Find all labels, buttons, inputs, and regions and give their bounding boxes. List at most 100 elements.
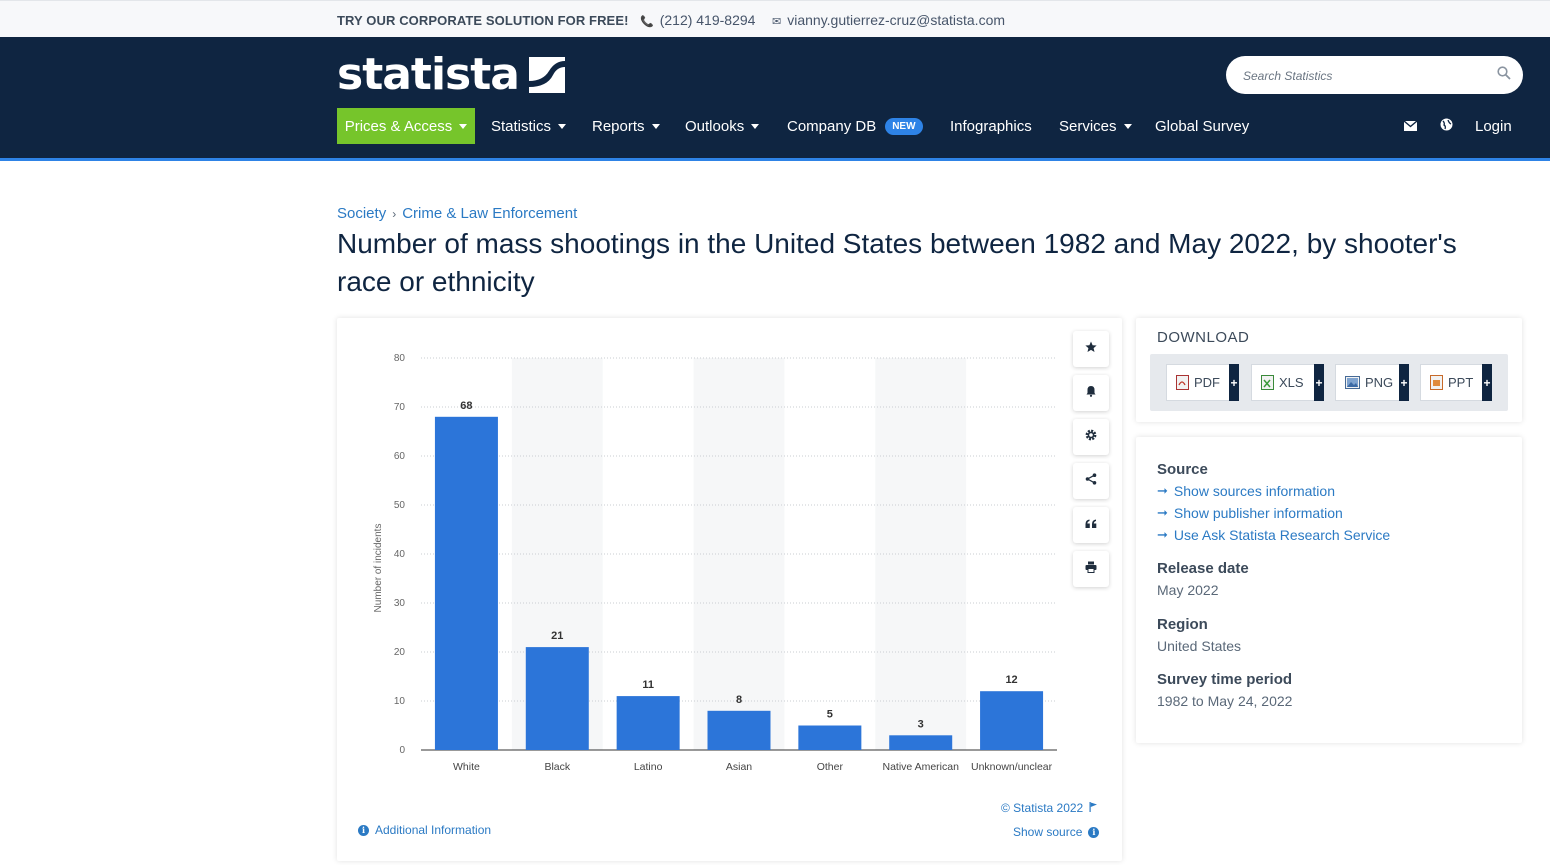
bar — [980, 691, 1044, 750]
source-info-card — [1136, 437, 1522, 743]
breadcrumb-crime[interactable]: Crime & Law Enforcement — [402, 205, 578, 222]
nav-reports[interactable]: Reports — [592, 108, 660, 144]
nav-infographics[interactable]: Infographics — [950, 108, 1032, 144]
pdf-file-icon — [1176, 375, 1189, 390]
show-sources-label: Show sources information — [1173, 483, 1335, 499]
star-icon — [1085, 340, 1097, 358]
prices-access-label: Prices & Access — [344, 117, 453, 135]
x-axis-ticks: White Black Latino Asian Other Native America… — [453, 761, 1053, 773]
x-tick-label: Unknown/unclear — [971, 761, 1053, 773]
mail-icon: ✉ — [772, 16, 782, 28]
download-ppt-button[interactable]: PPT + — [1420, 364, 1492, 401]
statista-logo[interactable]: statista — [337, 53, 565, 97]
additional-information-link[interactable]: i Additional Information — [358, 823, 491, 837]
search-icon[interactable] — [1497, 66, 1511, 85]
mail-icon — [1403, 118, 1418, 135]
notification-button[interactable] — [1073, 375, 1109, 411]
plus-icon: + — [1482, 364, 1492, 401]
nav-company-db-label: Company DB — [787, 117, 877, 135]
show-source-label: Show source — [1013, 825, 1083, 839]
cite-button[interactable] — [1073, 507, 1109, 543]
mail-button[interactable] — [1403, 108, 1418, 144]
chevron-down-icon — [1123, 123, 1132, 129]
search-input[interactable] — [1241, 65, 1485, 87]
nav-outlooks[interactable]: Outlooks — [685, 108, 760, 144]
corporate-promo-link[interactable]: TRY OUR CORPORATE SOLUTION FOR FREE! — [337, 13, 629, 28]
search-box — [1226, 56, 1523, 94]
login-link[interactable]: Login — [1475, 108, 1512, 144]
bar — [798, 725, 862, 750]
phone-number: (212) 419-8294 — [659, 12, 756, 28]
breadcrumb-society[interactable]: Society — [337, 205, 387, 222]
arrow-right-icon: ➞ — [1157, 483, 1168, 498]
y-tick-label: 30 — [394, 598, 406, 609]
prices-access-menu[interactable]: Prices & Access — [337, 108, 475, 144]
y-tick-label: 80 — [394, 353, 406, 364]
data-label: 68 — [460, 400, 472, 412]
source-heading: Source — [1157, 461, 1208, 478]
info-icon: i — [1088, 826, 1100, 838]
main-header: statista Prices & Access Statistics Repo… — [0, 37, 1550, 161]
print-button[interactable] — [1073, 551, 1109, 587]
language-button[interactable] — [1440, 108, 1453, 144]
y-tick-label: 40 — [394, 549, 406, 560]
show-publisher-label: Show publisher information — [1173, 505, 1343, 521]
phone-icon: 📞 — [640, 16, 654, 28]
favorite-button[interactable] — [1073, 331, 1109, 367]
download-pdf-label: PDF — [1194, 375, 1220, 390]
ask-statista-link[interactable]: ➞ Use Ask Statista Research Service — [1157, 527, 1390, 543]
share-icon — [1085, 472, 1097, 490]
additional-information-label: Additional Information — [375, 823, 492, 837]
download-pdf-button[interactable]: PDF + — [1166, 364, 1239, 401]
y-axis-label: Number of incidents — [373, 524, 384, 613]
chart-bars — [434, 416, 1044, 750]
y-tick-label: 20 — [394, 647, 406, 658]
png-file-icon — [1345, 376, 1360, 389]
settings-button[interactable] — [1073, 419, 1109, 455]
nav-reports-label: Reports — [592, 117, 645, 135]
download-png-button[interactable]: PNG + — [1335, 364, 1409, 401]
arrow-right-icon: ➞ — [1157, 505, 1168, 520]
bar — [889, 735, 953, 750]
download-xls-button[interactable]: XLS + — [1251, 364, 1324, 401]
survey-period-heading: Survey time period — [1157, 671, 1293, 688]
bar — [707, 710, 771, 750]
nav-company-db[interactable]: Company DB NEW — [787, 108, 923, 144]
nav-global-survey[interactable]: Global Survey — [1155, 108, 1249, 144]
data-label: 21 — [551, 630, 563, 642]
download-xls-label: XLS — [1279, 375, 1304, 390]
printer-icon — [1085, 560, 1097, 578]
x-tick-label: Black — [544, 761, 570, 773]
plus-icon: + — [1314, 364, 1324, 401]
email-contact[interactable]: ✉ vianny.gutierrez-cruz@statista.com — [772, 12, 1005, 28]
nav-services[interactable]: Services — [1059, 108, 1132, 144]
flag-icon — [1089, 801, 1098, 815]
nav-outlooks-label: Outlooks — [685, 117, 745, 135]
arrow-right-icon: ➞ — [1157, 527, 1168, 542]
email-address: vianny.gutierrez-cruz@statista.com — [787, 12, 1006, 28]
quote-icon — [1085, 516, 1097, 534]
phone-contact[interactable]: 📞 (212) 419-8294 — [640, 12, 755, 28]
bar-chart: 0 10 20 30 40 50 60 70 80 68 21 11 8 5 3 12 White Black… — [373, 353, 1057, 773]
plus-icon: + — [1399, 364, 1409, 401]
data-label: 12 — [1005, 674, 1017, 686]
data-label: 11 — [642, 679, 654, 691]
nav-infographics-label: Infographics — [950, 117, 1032, 135]
x-tick-label: White — [453, 761, 480, 773]
chart-band — [875, 358, 967, 750]
show-sources-link[interactable]: ➞ Show sources information — [1157, 483, 1335, 499]
y-tick-label: 50 — [394, 500, 406, 511]
chevron-down-icon — [558, 123, 567, 129]
page-title: Number of mass shootings in the United S… — [337, 228, 1457, 297]
nav-statistics[interactable]: Statistics — [491, 108, 567, 144]
chart-data-labels: 68 21 11 8 5 3 12 — [460, 400, 1017, 731]
download-title: DOWNLOAD — [1157, 329, 1250, 346]
x-tick-label: Latino — [634, 761, 663, 773]
x-tick-label: Asian — [726, 761, 752, 773]
show-publisher-link[interactable]: ➞ Show publisher information — [1157, 505, 1343, 521]
share-button[interactable] — [1073, 463, 1109, 499]
xls-file-icon — [1261, 375, 1274, 390]
statista-copyright[interactable]: © Statista 2022 — [1001, 801, 1098, 815]
release-date-value: May 2022 — [1157, 582, 1219, 598]
show-source-link[interactable]: Show source i — [1013, 825, 1100, 839]
